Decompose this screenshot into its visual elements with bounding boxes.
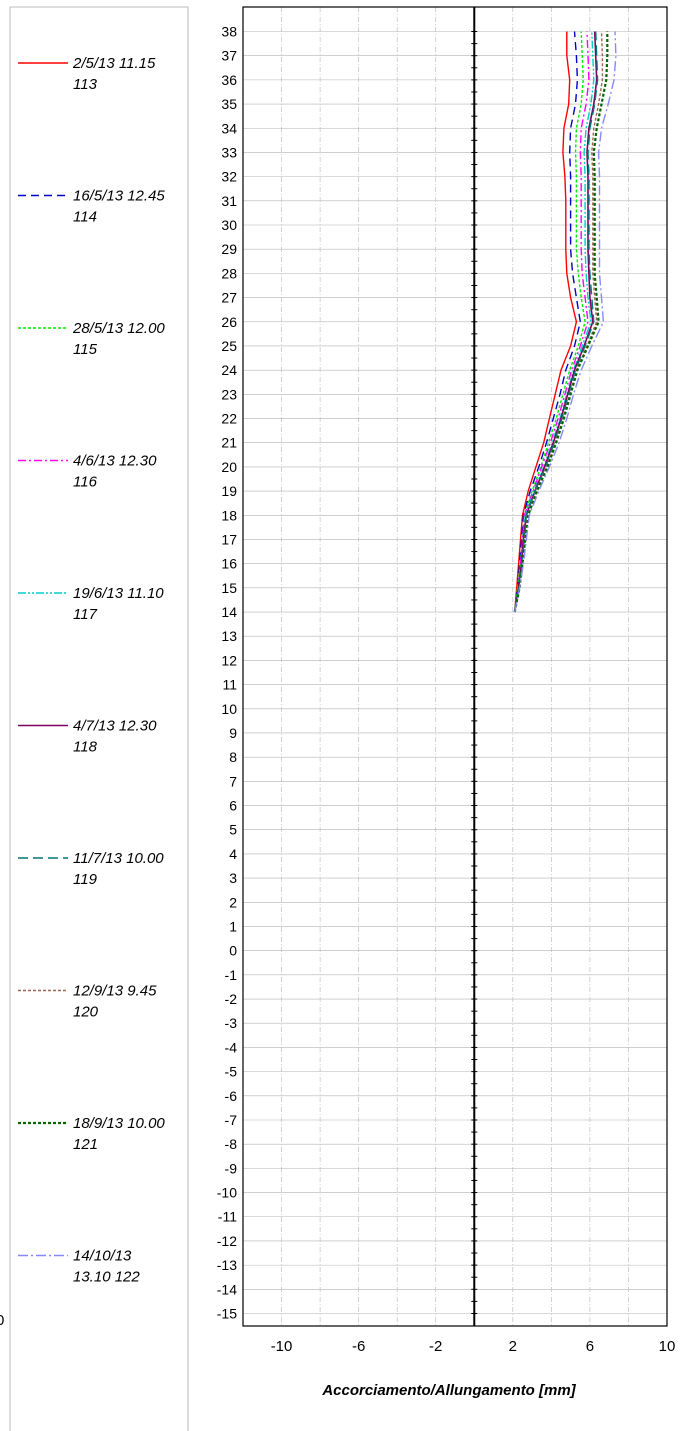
series-line-5 — [514, 31, 595, 613]
y-tick-label: -10 — [217, 1185, 237, 1201]
y-tick-label: 21 — [221, 435, 237, 451]
y-tick-label: 23 — [221, 386, 237, 402]
legend-label: 19/6/13 11.10 — [73, 585, 164, 602]
legend-label: 14/10/13 — [73, 1248, 132, 1265]
y-tick-label: 38 — [221, 24, 237, 40]
y-tick-label: 31 — [221, 193, 237, 209]
y-tick-label: 9 — [229, 725, 237, 741]
y-tick-label: 12 — [221, 652, 237, 668]
y-tick-label: 27 — [221, 290, 237, 306]
y-tick-label: -4 — [225, 1039, 238, 1055]
y-tick-label: 7 — [229, 773, 237, 789]
y-tick-label: -8 — [225, 1136, 238, 1152]
y-tick-label: 17 — [221, 531, 237, 547]
legend-label-line2: 117 — [73, 606, 98, 623]
y-tick-label: -7 — [225, 1112, 238, 1128]
y-tick-label: 18 — [221, 507, 237, 523]
zero-axis-ticks — [471, 31, 478, 1314]
y-tick-label: 30 — [221, 217, 237, 233]
y-tick-label: 36 — [221, 72, 237, 88]
y-tick-label: 13 — [221, 628, 237, 644]
legend-label-line2: 118 — [73, 739, 98, 756]
y-tick-label: 6 — [229, 798, 237, 814]
legend-label-line2: 114 — [73, 209, 97, 226]
y-tick-label: 35 — [221, 96, 237, 112]
legend-label-line2: 13.10 122 — [73, 1269, 140, 1286]
legend-label: 11/7/13 10.00 — [73, 850, 164, 867]
legend-label-line2: 119 — [73, 871, 98, 888]
y-tick-label: -3 — [225, 1015, 238, 1031]
legend-label-line2: 115 — [73, 341, 98, 358]
legend-label: 12/9/13 9.45 — [73, 983, 157, 1000]
y-tick-label: -12 — [217, 1233, 237, 1249]
y-tick-label: -2 — [225, 991, 238, 1007]
y-tick-label: 19 — [221, 483, 237, 499]
x-tick-label: -2 — [429, 1338, 442, 1355]
y-tick-label: 29 — [221, 241, 237, 257]
series-line-2 — [514, 31, 581, 613]
y-tick-label: -11 — [218, 1209, 237, 1225]
plot-frame — [242, 6, 668, 1327]
y-tick-label: 37 — [221, 48, 237, 64]
y-tick-label: -14 — [217, 1281, 237, 1297]
grid — [243, 7, 667, 1326]
legend-label: 4/6/13 12.30 — [73, 453, 157, 470]
series-line-7 — [514, 31, 599, 613]
stray-tick-label: 0 — [0, 1312, 4, 1329]
y-tick-label: 32 — [221, 169, 237, 185]
x-tick-label: -10 — [271, 1338, 293, 1355]
series-line-10 — [514, 31, 617, 613]
y-tick-label: 11 — [222, 677, 237, 693]
x-tick-label: 2 — [509, 1338, 517, 1355]
series-line-1 — [514, 31, 578, 613]
legend-label: 16/5/13 12.45 — [73, 188, 165, 205]
series-line-4 — [514, 31, 590, 613]
y-tick-label: -13 — [217, 1257, 237, 1273]
y-tick-label: 22 — [221, 411, 237, 427]
y-tick-label: 33 — [221, 144, 237, 160]
y-tick-label: 28 — [221, 265, 237, 281]
legend-label: 18/9/13 10.00 — [73, 1115, 165, 1132]
legend-label: 4/7/13 12.30 — [73, 718, 157, 735]
y-tick-labels: -15-14-13-12-11-10-9-8-7-6-5-4-3-2-10123… — [217, 24, 237, 1322]
legend-label-line2: 116 — [73, 474, 98, 491]
y-tick-label: 3 — [229, 870, 237, 886]
y-tick-label: 16 — [221, 556, 237, 572]
y-tick-label: 8 — [229, 749, 237, 765]
y-tick-label: 24 — [221, 362, 237, 378]
legend-label-line2: 113 — [73, 76, 98, 93]
y-tick-label: 34 — [221, 120, 237, 136]
x-tick-label: 10 — [659, 1338, 676, 1355]
legend-label-line2: 120 — [73, 1004, 99, 1021]
x-axis-title: Accorciamento/Allungamento [mm] — [321, 1382, 576, 1399]
y-tick-label: 25 — [221, 338, 237, 354]
y-tick-label: -5 — [225, 1064, 238, 1080]
y-tick-label: 15 — [221, 580, 237, 596]
y-tick-label: 10 — [221, 701, 237, 717]
x-tick-label: -6 — [352, 1338, 365, 1355]
y-tick-label: 26 — [221, 314, 237, 330]
y-tick-label: 5 — [229, 822, 237, 838]
y-tick-label: -6 — [225, 1088, 238, 1104]
y-tick-label: 20 — [221, 459, 237, 475]
x-tick-label: 6 — [586, 1338, 594, 1355]
y-tick-label: -9 — [225, 1160, 238, 1176]
x-tick-labels: -10 -6 -2 2 6 10 — [271, 1338, 676, 1355]
y-tick-label: -1 — [225, 967, 238, 983]
series-line-9 — [513, 31, 609, 613]
y-tick-label: 2 — [229, 894, 237, 910]
legend-label-line2: 121 — [73, 1136, 98, 1153]
y-tick-label: 14 — [221, 604, 237, 620]
y-tick-label: 4 — [229, 846, 237, 862]
series-layer — [513, 31, 617, 613]
y-tick-label: 1 — [229, 918, 237, 934]
legend-label: 28/5/13 12.00 — [72, 320, 165, 337]
y-tick-label: 0 — [229, 943, 237, 959]
legend-label: 2/5/13 11.15 — [72, 55, 156, 72]
legend: 2/5/13 11.15 113 16/5/13 12.45 114 28/5/13 1… — [18, 55, 165, 1286]
y-tick-label: -15 — [217, 1306, 237, 1322]
legend-box — [9, 6, 189, 1431]
